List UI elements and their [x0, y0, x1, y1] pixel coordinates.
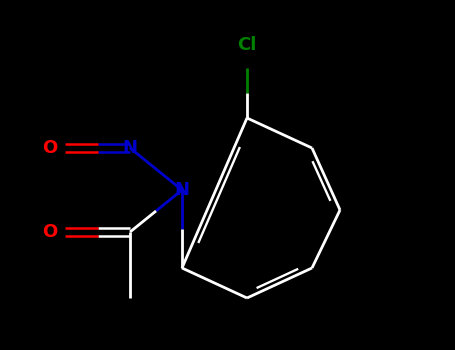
Text: Cl: Cl	[238, 36, 257, 54]
Text: O: O	[42, 223, 57, 241]
Text: O: O	[42, 139, 57, 157]
Text: N: N	[175, 181, 189, 199]
Text: N: N	[122, 139, 137, 157]
